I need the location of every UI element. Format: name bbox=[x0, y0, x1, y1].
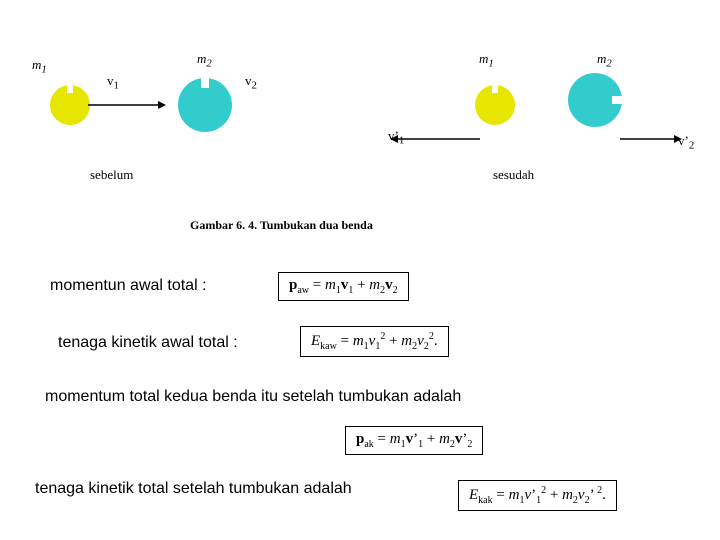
text-momentum-awal: momentun awal total : bbox=[50, 277, 207, 295]
before-arrow-v1 bbox=[88, 98, 168, 112]
formula-pak: pak = m1v’1 + m2v’2 bbox=[345, 426, 483, 455]
before-ball-1 bbox=[50, 85, 90, 125]
label-v2-before: v2 bbox=[245, 73, 257, 92]
label-sesudah: sesudah bbox=[493, 167, 534, 183]
after-arrow-vp2 bbox=[620, 132, 684, 146]
formula-paw: paw = m1v1 + m2v2 bbox=[278, 272, 409, 301]
formula-ekak: Ekak = m1v’12 + m2v2’ 2. bbox=[458, 480, 617, 511]
before-ball-2 bbox=[178, 78, 232, 132]
formula-ekaw: Ekaw = m1v12 + m2v22. bbox=[300, 326, 449, 357]
label-m1-after: m1 bbox=[479, 51, 494, 70]
text-momentum-setelah: momentum total kedua benda itu setelah t… bbox=[45, 388, 461, 406]
after-ball-1 bbox=[475, 85, 515, 125]
label-m1-before: m1 bbox=[32, 57, 47, 76]
diagram-area: m1 v1 m2 v2 m1 m2 v’1 v’2 sebelum sesuda… bbox=[0, 0, 720, 200]
label-m2-before: m2 bbox=[197, 51, 212, 70]
figure-caption: Gambar 6. 4. Tumbukan dua benda bbox=[190, 218, 373, 233]
text-tenaga-setelah: tenaga kinetik total setelah tumbukan ad… bbox=[35, 480, 352, 498]
label-v1-before: v1 bbox=[107, 73, 119, 92]
label-vp1-after: v’1 bbox=[388, 128, 404, 147]
label-m2-after: m2 bbox=[597, 51, 612, 70]
label-vp2-after: v’2 bbox=[678, 133, 694, 152]
after-ball-2 bbox=[568, 73, 622, 127]
text-tenaga-awal: tenaga kinetik awal total : bbox=[58, 334, 238, 352]
label-sebelum: sebelum bbox=[90, 167, 133, 183]
